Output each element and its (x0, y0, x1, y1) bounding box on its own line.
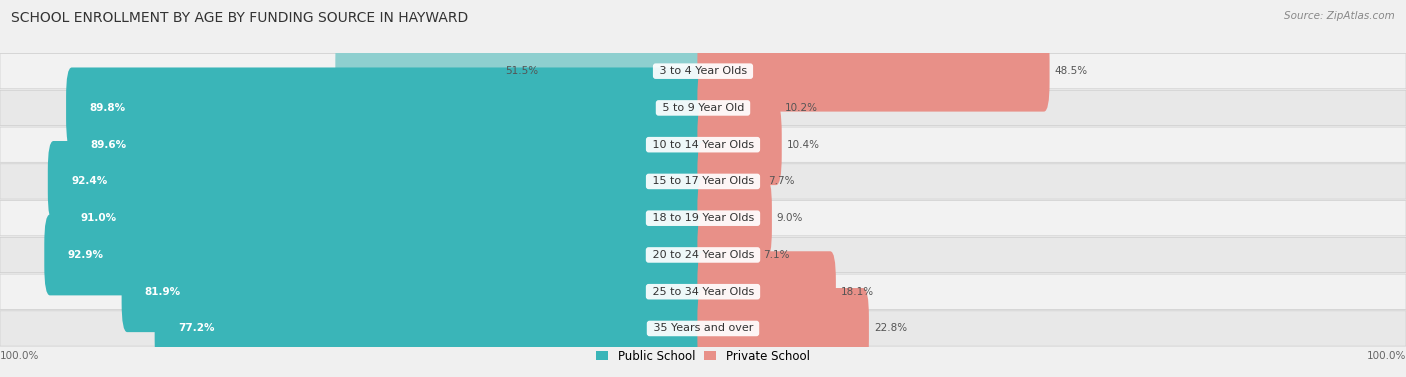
FancyBboxPatch shape (121, 251, 709, 332)
FancyBboxPatch shape (697, 67, 780, 149)
FancyBboxPatch shape (0, 311, 1406, 346)
Text: 81.9%: 81.9% (145, 287, 181, 297)
FancyBboxPatch shape (44, 215, 709, 296)
FancyBboxPatch shape (67, 104, 709, 185)
Legend: Public School, Private School: Public School, Private School (592, 345, 814, 367)
Text: 7.1%: 7.1% (763, 250, 790, 260)
Text: 10 to 14 Year Olds: 10 to 14 Year Olds (648, 139, 758, 150)
Text: 100.0%: 100.0% (1367, 351, 1406, 361)
Text: 92.4%: 92.4% (70, 176, 107, 187)
FancyBboxPatch shape (48, 141, 709, 222)
FancyBboxPatch shape (0, 90, 1406, 126)
FancyBboxPatch shape (58, 178, 709, 259)
Text: 89.8%: 89.8% (89, 103, 125, 113)
Text: 77.2%: 77.2% (177, 323, 214, 334)
Text: 51.5%: 51.5% (505, 66, 538, 76)
FancyBboxPatch shape (155, 288, 709, 369)
Text: 100.0%: 100.0% (0, 351, 39, 361)
FancyBboxPatch shape (0, 201, 1406, 236)
Text: Source: ZipAtlas.com: Source: ZipAtlas.com (1284, 11, 1395, 21)
Text: 89.6%: 89.6% (91, 139, 127, 150)
Text: 18 to 19 Year Olds: 18 to 19 Year Olds (648, 213, 758, 223)
Text: 3 to 4 Year Olds: 3 to 4 Year Olds (655, 66, 751, 76)
Text: 15 to 17 Year Olds: 15 to 17 Year Olds (648, 176, 758, 187)
Text: 35 Years and over: 35 Years and over (650, 323, 756, 334)
FancyBboxPatch shape (697, 215, 759, 296)
FancyBboxPatch shape (697, 288, 869, 369)
FancyBboxPatch shape (0, 164, 1406, 199)
FancyBboxPatch shape (697, 178, 772, 259)
FancyBboxPatch shape (0, 237, 1406, 273)
Text: 7.7%: 7.7% (768, 176, 794, 187)
FancyBboxPatch shape (336, 31, 709, 112)
FancyBboxPatch shape (697, 104, 782, 185)
Text: 18.1%: 18.1% (841, 287, 875, 297)
Text: 9.0%: 9.0% (778, 213, 803, 223)
Text: 10.4%: 10.4% (787, 139, 820, 150)
Text: 91.0%: 91.0% (82, 213, 117, 223)
FancyBboxPatch shape (66, 67, 709, 149)
Text: SCHOOL ENROLLMENT BY AGE BY FUNDING SOURCE IN HAYWARD: SCHOOL ENROLLMENT BY AGE BY FUNDING SOUR… (11, 11, 468, 25)
Text: 92.9%: 92.9% (67, 250, 104, 260)
Text: 10.2%: 10.2% (785, 103, 818, 113)
Text: 25 to 34 Year Olds: 25 to 34 Year Olds (648, 287, 758, 297)
FancyBboxPatch shape (0, 127, 1406, 162)
Text: 22.8%: 22.8% (873, 323, 907, 334)
Text: 20 to 24 Year Olds: 20 to 24 Year Olds (648, 250, 758, 260)
FancyBboxPatch shape (697, 251, 835, 332)
FancyBboxPatch shape (697, 31, 1050, 112)
FancyBboxPatch shape (697, 141, 762, 222)
FancyBboxPatch shape (0, 54, 1406, 89)
Text: 48.5%: 48.5% (1054, 66, 1088, 76)
FancyBboxPatch shape (0, 274, 1406, 310)
Text: 5 to 9 Year Old: 5 to 9 Year Old (658, 103, 748, 113)
